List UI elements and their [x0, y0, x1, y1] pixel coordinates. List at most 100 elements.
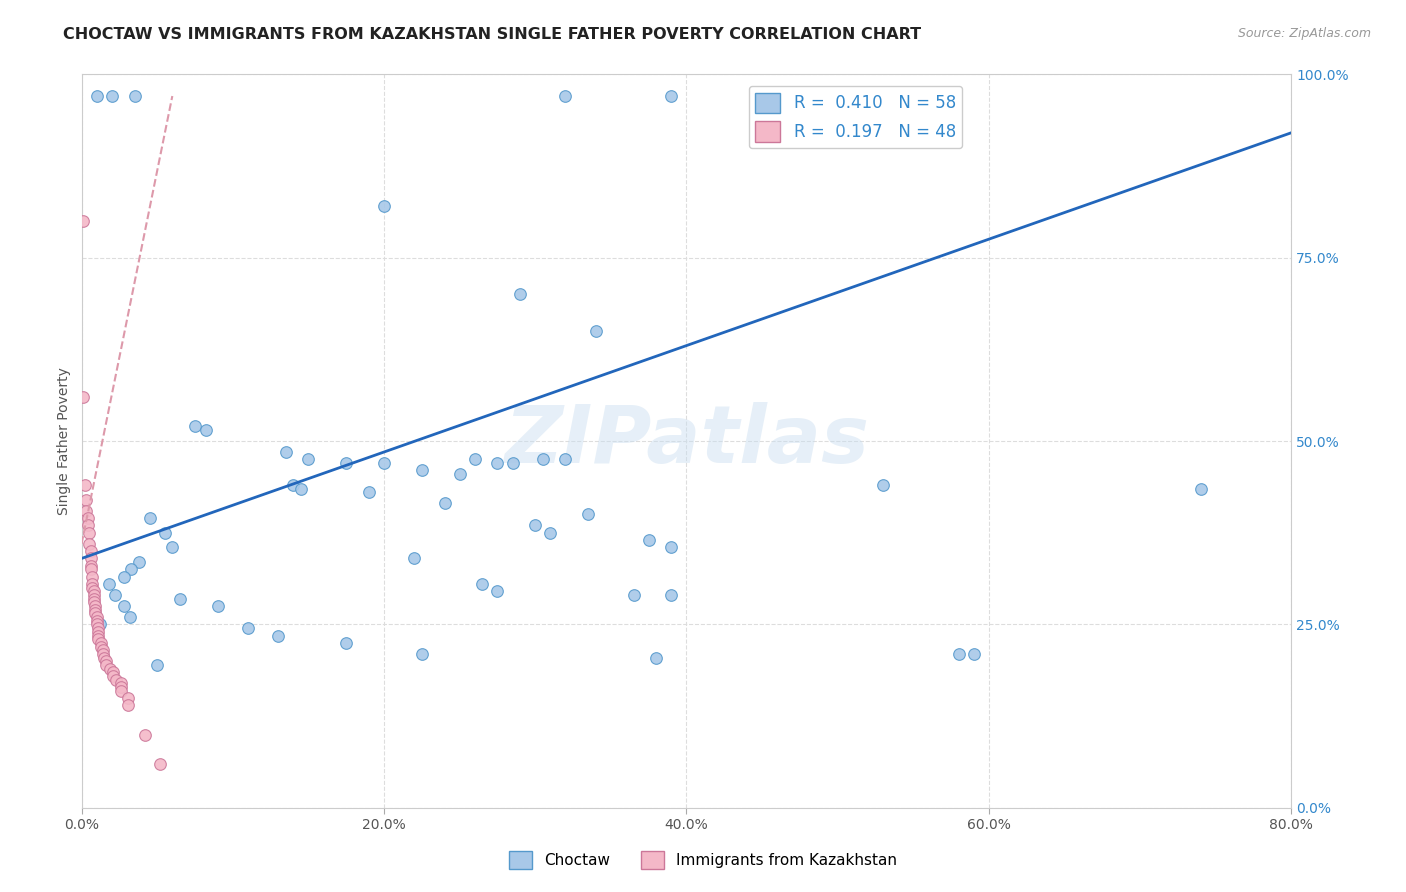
Point: [554, 452, 576, 467]
Point: [77, 537, 100, 551]
Point: [138, 511, 160, 525]
Point: [274, 445, 297, 459]
Point: [207, 599, 229, 614]
Point: [659, 588, 682, 602]
Point: [76, 511, 98, 525]
Point: [105, 673, 128, 687]
Point: [153, 525, 176, 540]
Point: [117, 690, 139, 705]
Point: [72, 390, 94, 404]
Point: [82, 581, 104, 595]
Point: [75, 504, 97, 518]
Point: [128, 555, 150, 569]
Point: [486, 456, 509, 470]
Point: [101, 89, 124, 103]
Point: [267, 628, 290, 642]
Point: [83, 595, 105, 609]
Point: [357, 485, 380, 500]
Point: [872, 478, 894, 492]
Point: [112, 570, 135, 584]
Point: [948, 647, 970, 661]
Point: [79, 551, 101, 566]
Point: [84, 607, 107, 621]
Point: [90, 636, 112, 650]
Point: [83, 591, 105, 606]
Point: [645, 650, 668, 665]
Point: [97, 577, 120, 591]
Point: [531, 452, 554, 467]
Point: [84, 599, 107, 614]
Point: [110, 683, 132, 698]
Point: [87, 621, 110, 635]
Point: [373, 199, 395, 213]
Point: [411, 647, 433, 661]
Point: [90, 640, 112, 654]
Point: [538, 525, 561, 540]
Point: [79, 562, 101, 576]
Point: [554, 89, 576, 103]
Point: [169, 591, 191, 606]
Point: [98, 661, 121, 675]
Point: [77, 525, 100, 540]
Point: [637, 533, 659, 547]
Point: [162, 541, 184, 555]
Point: [184, 419, 207, 434]
Point: [297, 452, 319, 467]
Point: [659, 541, 682, 555]
Point: [486, 584, 509, 599]
Point: [89, 617, 111, 632]
Point: [149, 756, 172, 771]
Point: [1189, 482, 1212, 496]
Point: [72, 214, 94, 228]
Point: [335, 456, 357, 470]
Point: [86, 89, 108, 103]
Legend: R =  0.410   N = 58, R =  0.197   N = 48: R = 0.410 N = 58, R = 0.197 N = 48: [748, 86, 963, 148]
Point: [524, 518, 547, 533]
Point: [86, 610, 108, 624]
Point: [79, 544, 101, 558]
Point: [86, 614, 108, 628]
Point: [103, 665, 125, 680]
Point: [83, 588, 105, 602]
Point: [124, 89, 146, 103]
Point: [79, 558, 101, 573]
Point: [134, 728, 156, 742]
Point: [623, 588, 645, 602]
Point: [146, 657, 169, 672]
Point: [118, 610, 141, 624]
Point: [91, 647, 114, 661]
Point: [194, 423, 217, 437]
Point: [84, 603, 107, 617]
Y-axis label: Single Father Poverty: Single Father Poverty: [58, 368, 72, 515]
Point: [76, 518, 98, 533]
Point: [509, 287, 531, 301]
Point: [87, 624, 110, 639]
Point: [236, 621, 259, 635]
Point: [411, 463, 433, 477]
Point: [87, 628, 110, 642]
Point: [502, 456, 524, 470]
Point: [75, 492, 97, 507]
Point: [110, 680, 132, 694]
Point: [963, 647, 986, 661]
Point: [373, 456, 395, 470]
Text: Source: ZipAtlas.com: Source: ZipAtlas.com: [1237, 27, 1371, 40]
Point: [335, 636, 357, 650]
Point: [659, 89, 682, 103]
Text: ZIPatlas: ZIPatlas: [503, 402, 869, 480]
Point: [103, 669, 125, 683]
Point: [585, 324, 607, 338]
Point: [117, 698, 139, 713]
Point: [104, 588, 127, 602]
Point: [82, 577, 104, 591]
Point: [433, 496, 456, 510]
Point: [93, 650, 115, 665]
Text: CHOCTAW VS IMMIGRANTS FROM KAZAKHSTAN SINGLE FATHER POVERTY CORRELATION CHART: CHOCTAW VS IMMIGRANTS FROM KAZAKHSTAN SI…: [63, 27, 921, 42]
Point: [73, 478, 96, 492]
Point: [112, 599, 135, 614]
Point: [449, 467, 471, 481]
Point: [91, 643, 114, 657]
Point: [86, 617, 108, 632]
Point: [94, 657, 117, 672]
Point: [471, 577, 494, 591]
